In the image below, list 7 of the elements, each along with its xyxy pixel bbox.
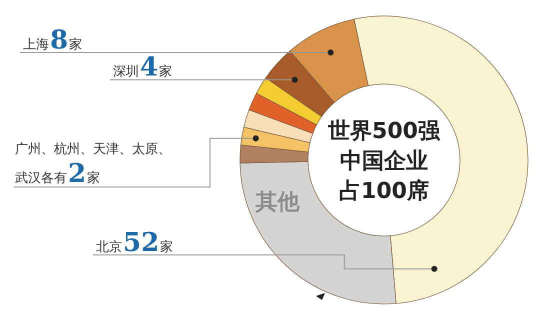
data-label: 4家 xyxy=(140,52,172,83)
slice-label: 北京 xyxy=(96,240,122,255)
data-label: 8家 xyxy=(50,26,82,56)
text: 世界500强中国企业占100席 xyxy=(327,119,441,204)
slice-label: 其他 xyxy=(254,190,301,216)
slice-label: 深圳 xyxy=(113,64,139,80)
slice-label: 上海 xyxy=(23,38,49,53)
